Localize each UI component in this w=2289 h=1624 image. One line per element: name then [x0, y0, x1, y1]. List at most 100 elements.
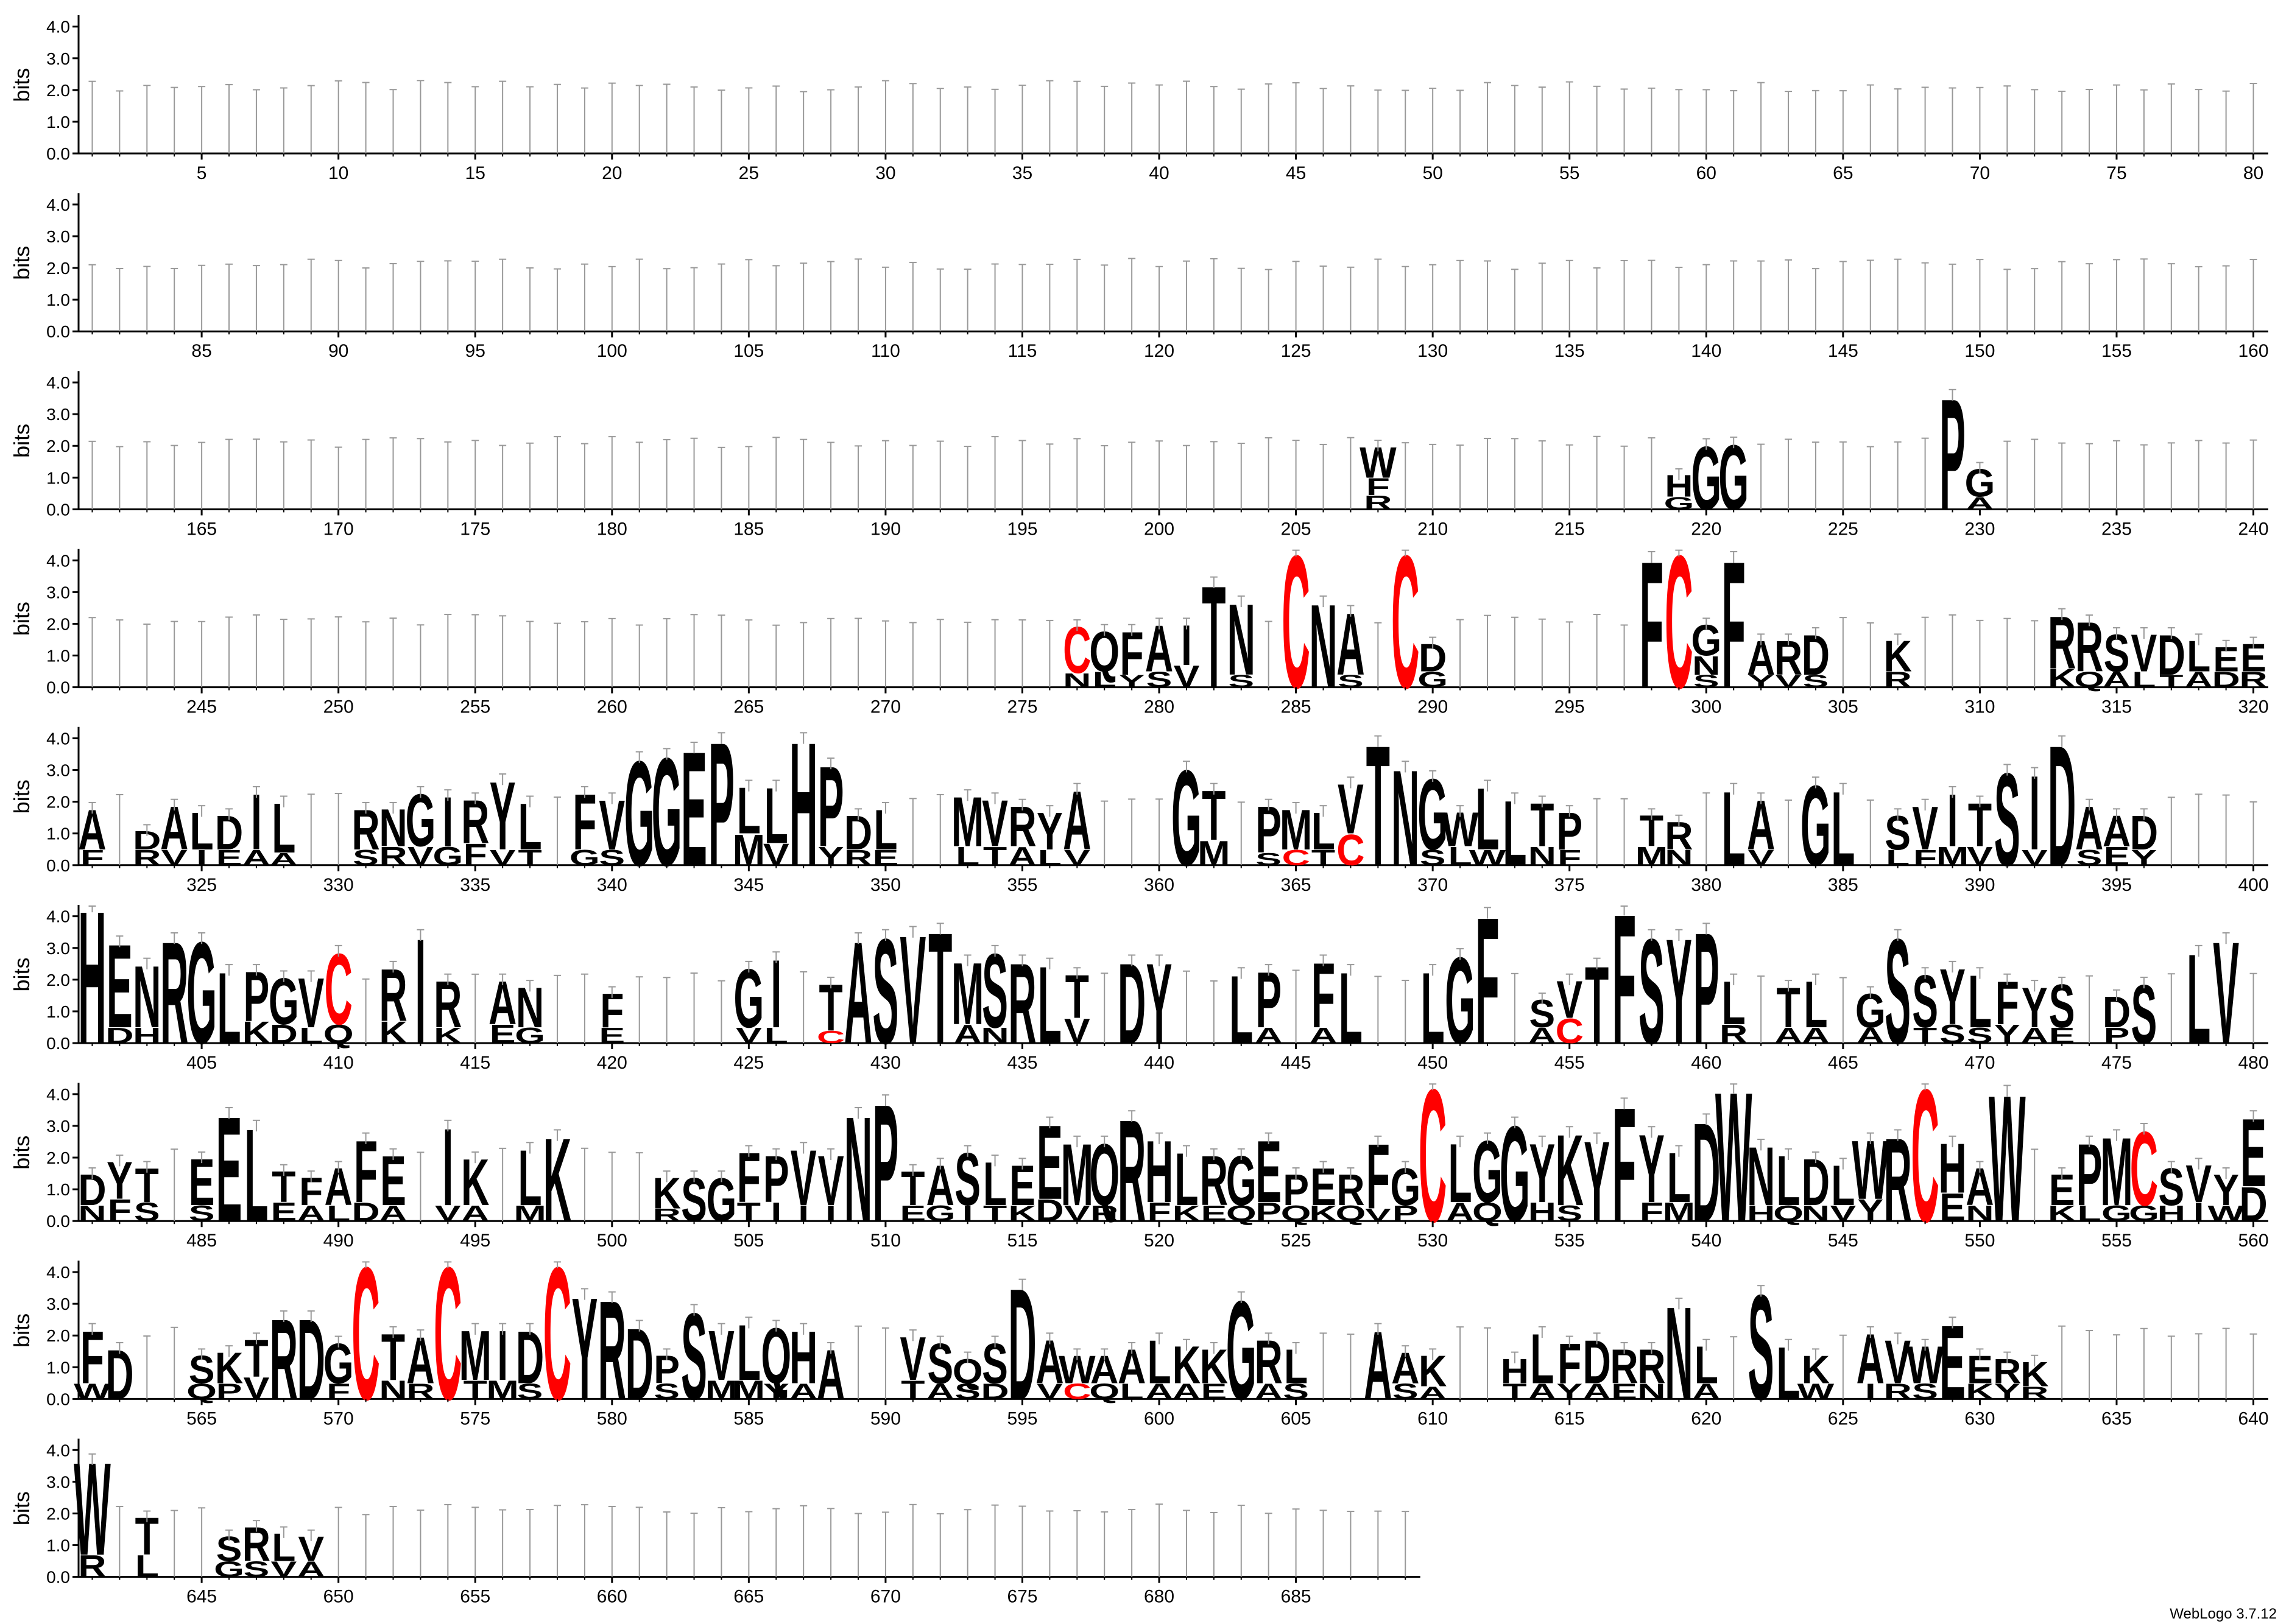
error-bar [1921, 262, 1929, 332]
error-bar [88, 440, 96, 510]
error-bar [1292, 440, 1300, 510]
error-bar [526, 620, 534, 687]
error-bar [171, 267, 178, 332]
error-bar [881, 1327, 889, 1399]
x-tick-label: 365 [1281, 875, 1311, 895]
x-tick-label: 590 [870, 1408, 901, 1429]
error-bar [1237, 1291, 1245, 1303]
x-tick-label: 555 [2101, 1231, 2132, 1251]
error-bar [362, 1261, 370, 1268]
error-bar [499, 1509, 507, 1577]
error-bar [1785, 91, 1793, 153]
x-tick-label: 525 [1281, 1231, 1311, 1251]
error-bar [2140, 444, 2148, 510]
error-bar [1210, 86, 1218, 153]
error-bar [1785, 799, 1793, 865]
logo-column-576: MI [486, 1316, 518, 1405]
error-bar [881, 1511, 889, 1577]
x-tick-label: 15 [465, 163, 485, 183]
y-tick-label: 3.0 [46, 1117, 70, 1136]
error-bar [252, 964, 260, 976]
error-bar [1374, 1135, 1382, 1148]
error-bar [1785, 259, 1793, 332]
error-bar [1811, 776, 1819, 789]
x-tick-label: 40 [1149, 163, 1169, 183]
error-bar [1347, 85, 1355, 153]
error-bar [1894, 808, 1902, 820]
x-tick-label: 335 [460, 875, 490, 895]
error-bar [1402, 265, 1409, 332]
error-bar [307, 258, 315, 332]
x-tick-label: 265 [733, 697, 764, 717]
logo-column-507: IV [791, 1133, 817, 1226]
x-tick-label: 405 [186, 1053, 217, 1073]
error-bar [1237, 1148, 1245, 1160]
error-bar [417, 1151, 425, 1222]
error-bar [1785, 1148, 1793, 1160]
error-bar [608, 617, 616, 687]
error-bar [143, 85, 151, 153]
error-bar [909, 261, 917, 332]
error-bar [362, 1514, 370, 1577]
error-bar [1347, 266, 1355, 332]
error-bar [909, 926, 917, 938]
error-bar [1949, 388, 1956, 401]
error-bar [964, 1145, 972, 1157]
error-bar [553, 268, 561, 332]
error-bar [1237, 595, 1245, 608]
logo-column-548: C [1911, 1050, 1939, 1262]
error-bar [417, 1510, 425, 1577]
error-bar [1402, 1511, 1409, 1577]
error-bar [580, 621, 588, 687]
x-tick-label: 45 [1286, 163, 1306, 183]
error-bar [280, 441, 287, 510]
error-bar [1182, 445, 1190, 510]
y-axis-label: bits [9, 424, 34, 458]
error-bar [1429, 87, 1437, 153]
error-bar [1702, 264, 1710, 332]
error-bar [1620, 798, 1628, 865]
logo-column-281: VI [1174, 614, 1200, 694]
logo-column-300: SNG [1691, 616, 1721, 691]
error-bar [1648, 1341, 1656, 1354]
error-bar [143, 1510, 151, 1522]
error-bar [2112, 989, 2120, 1001]
error-bar [1811, 627, 1819, 639]
error-bar [334, 944, 342, 957]
error-bar [745, 1145, 753, 1157]
error-bar [1565, 259, 1573, 332]
error-bar [2195, 793, 2203, 865]
logo-column-528: VF [1365, 1124, 1391, 1228]
error-bar [2003, 85, 2011, 153]
logo-column-535: SK [1556, 1114, 1584, 1227]
error-bar [2003, 973, 2011, 985]
logo-letter: N [1692, 650, 1720, 680]
error-bar [225, 1107, 233, 1119]
x-tick-label: 660 [597, 1587, 627, 1607]
logo-row-1: bits 0.0 1.0 2.0 3.0 4.0 5 10 15 20 25 30 35 40 45 50 55… [9, 15, 2268, 183]
error-bar [1483, 614, 1491, 687]
y-tick-label: 2.0 [46, 614, 70, 633]
error-bar [772, 1148, 780, 1160]
error-bar [1702, 1338, 1710, 1351]
error-bar [1894, 929, 1902, 941]
error-bar [225, 263, 233, 332]
error-bar [1210, 441, 1218, 510]
error-bar [1429, 636, 1437, 649]
error-bar [1730, 90, 1738, 153]
error-bar [334, 1161, 342, 1173]
x-tick-label: 280 [1144, 697, 1174, 717]
logo-column-426: LI [764, 940, 788, 1049]
error-bar [88, 1167, 96, 1179]
logo-column-646: GS [214, 1529, 244, 1581]
error-bar [827, 617, 835, 687]
error-bar [1018, 619, 1026, 687]
error-bar [1402, 549, 1409, 557]
x-tick-label: 255 [460, 697, 490, 717]
error-bar [1894, 1129, 1902, 1141]
error-bar [280, 619, 287, 687]
error-bar [936, 1335, 944, 1348]
x-tick-label: 390 [1964, 875, 1995, 895]
error-bar [225, 438, 233, 510]
